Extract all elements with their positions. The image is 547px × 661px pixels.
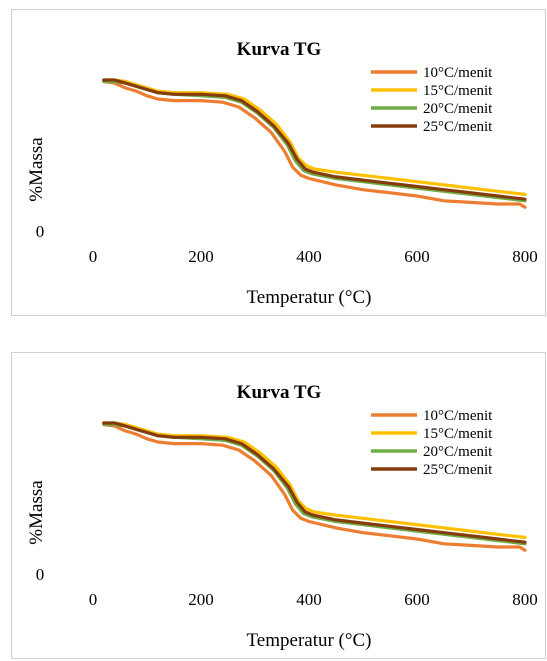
chart-title: Kurva TG: [237, 39, 322, 60]
legend-label-3: 20°C/menit: [423, 444, 493, 460]
series-line-1: [102, 422, 527, 552]
series-line-4: [102, 78, 527, 201]
series-line-4: [102, 421, 527, 544]
legend-label-1: 10°C/menit: [423, 65, 493, 81]
x-tick-label: 800: [512, 590, 538, 609]
legend-label-4: 25°C/menit: [423, 462, 493, 478]
legend-label-3: 20°C/menit: [423, 101, 493, 117]
x-tick-label: 200: [188, 247, 214, 266]
legend-label-2: 15°C/menit: [423, 426, 493, 442]
chart-title: Kurva TG: [237, 382, 322, 403]
x-tick-label: 600: [404, 247, 430, 266]
chart-svg-bottom: Kurva TG %Massa Temperatur (°C) 0 0 200 400 600…: [26, 382, 538, 651]
x-tick-label: 0: [89, 590, 98, 609]
series-line-1: [102, 79, 527, 209]
x-tick-label: 200: [188, 590, 214, 609]
x-tick-label: 600: [404, 590, 430, 609]
x-tick-label: 0: [89, 247, 98, 266]
y-tick-label: 0: [36, 222, 45, 241]
x-tick-label: 800: [512, 247, 538, 266]
x-tick-label: 400: [296, 247, 322, 266]
y-tick-label: 0: [36, 565, 45, 584]
y-axis-label: %Massa: [26, 137, 47, 202]
chart-panel-bottom: Kurva TG %Massa Temperatur (°C) 0 0 200 400 600…: [11, 352, 546, 659]
legend-label-2: 15°C/menit: [423, 83, 493, 99]
legend-label-1: 10°C/menit: [423, 408, 493, 424]
legend-label-4: 25°C/menit: [423, 119, 493, 135]
x-tick-label: 400: [296, 590, 322, 609]
x-axis-label: Temperatur (°C): [247, 630, 372, 651]
chart-svg-top: Kurva TG %Massa Temperatur (°C) 0 0 200 400 600…: [26, 39, 538, 308]
chart-panel-top: Kurva TG %Massa Temperatur (°C) 0 0 200 400 600…: [11, 9, 546, 316]
x-axis-label: Temperatur (°C): [247, 287, 372, 308]
y-axis-label: %Massa: [26, 480, 47, 545]
